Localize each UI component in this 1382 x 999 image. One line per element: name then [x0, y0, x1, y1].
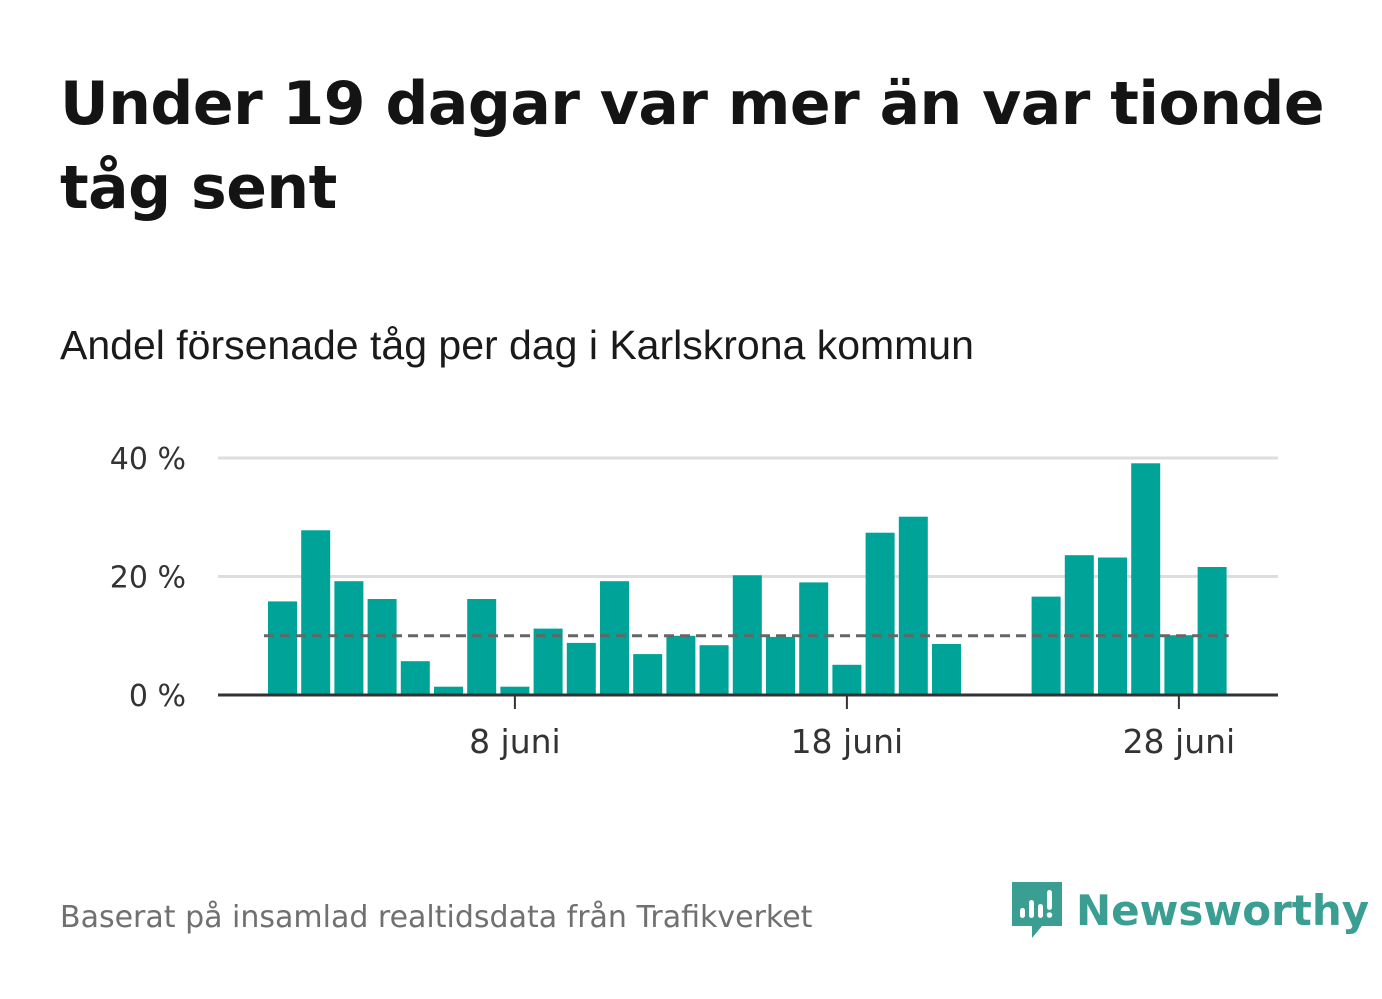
bar — [1197, 567, 1227, 695]
newsworthy-logo-icon — [1012, 882, 1062, 938]
bar — [1164, 635, 1194, 695]
x-tick-label: 18 juni — [791, 722, 904, 761]
bar — [832, 664, 862, 695]
bar — [600, 581, 629, 695]
bar — [766, 636, 795, 695]
brand-name: Newsworthy — [1076, 885, 1370, 935]
chart-title: Under 19 dagar var mer än var tionde tåg… — [60, 69, 1325, 223]
bar-chart: 0 % 20 % 40 % 8 juni 18 juni 28 juni — [110, 442, 1278, 761]
bar — [1131, 463, 1161, 695]
bar — [898, 516, 928, 695]
y-tick-label: 40 % — [110, 442, 186, 477]
bar — [566, 642, 596, 695]
bar — [533, 628, 563, 695]
y-tick-label: 0 % — [129, 679, 186, 714]
brand-logo: Newsworthy — [1010, 878, 1369, 942]
bar — [367, 599, 397, 695]
bar — [932, 644, 961, 695]
chart-subtitle: Andel försenade tåg per dag i Karlskrona… — [60, 322, 974, 368]
bar — [301, 530, 331, 695]
bar — [1031, 596, 1061, 695]
y-tick-label: 20 % — [110, 561, 186, 596]
bar — [400, 661, 430, 695]
bar — [434, 686, 463, 695]
bar — [633, 654, 663, 695]
bar — [467, 599, 497, 695]
x-tick-label: 8 juni — [469, 722, 561, 761]
bar — [865, 532, 895, 695]
source-note: Baserat på insamlad realtidsdata från Tr… — [60, 900, 813, 935]
bar — [799, 582, 829, 695]
bar — [666, 635, 696, 696]
bar — [1064, 555, 1094, 695]
bar — [500, 686, 530, 695]
bar — [1098, 557, 1127, 695]
bar — [268, 601, 297, 695]
x-tick-label: 28 juni — [1123, 722, 1236, 761]
bar — [699, 645, 729, 695]
bar — [334, 581, 364, 695]
